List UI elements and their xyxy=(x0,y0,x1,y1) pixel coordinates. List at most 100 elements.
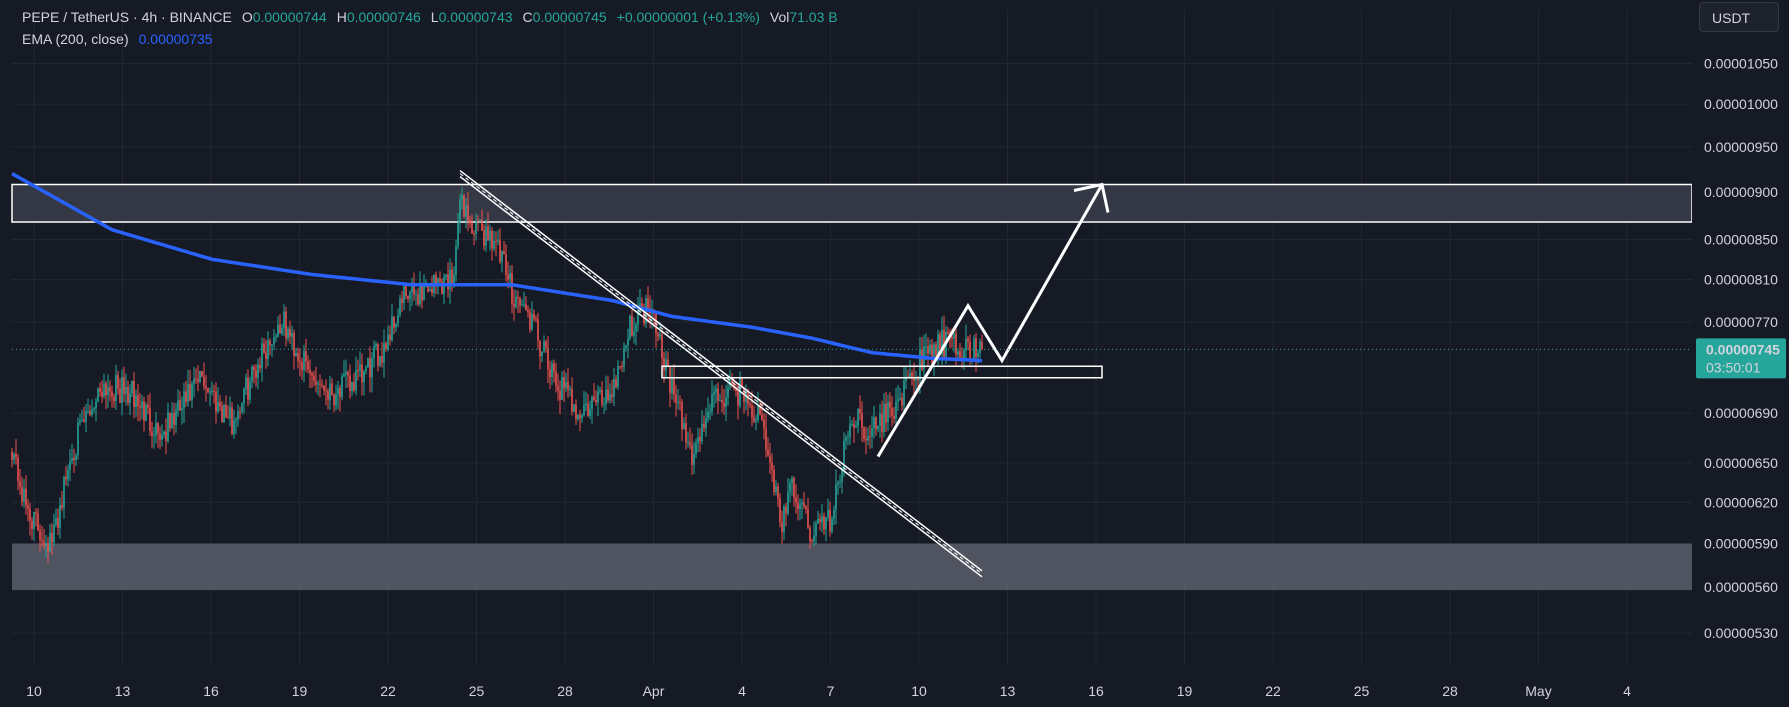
support-zone xyxy=(12,543,1692,591)
candle-body xyxy=(197,379,199,382)
time-axis-tick: 7 xyxy=(827,683,835,699)
candle-body xyxy=(873,417,875,429)
candle-body xyxy=(419,283,421,305)
candle-body xyxy=(139,406,141,408)
candle-body xyxy=(927,346,929,354)
candle-body xyxy=(701,423,703,442)
candle-body xyxy=(49,532,51,552)
candle-body xyxy=(697,437,699,444)
time-axis-tick: 13 xyxy=(1000,683,1016,699)
volume-label: Vol xyxy=(769,9,790,25)
candle-body xyxy=(337,387,339,395)
candle-body xyxy=(573,404,575,412)
candle-body xyxy=(195,378,197,380)
candle-body xyxy=(375,344,377,347)
time-axis-tick: 4 xyxy=(738,683,746,699)
candle-body xyxy=(939,334,941,355)
time-axis-tick: 10 xyxy=(26,683,42,699)
quote-currency-button[interactable]: USDT xyxy=(1699,2,1779,32)
candle-body xyxy=(417,294,419,305)
candle-body xyxy=(275,336,277,338)
candle-body xyxy=(709,411,711,413)
candle-body xyxy=(795,497,797,503)
candle-body xyxy=(497,240,499,242)
candle-body xyxy=(631,316,633,336)
candle-body xyxy=(793,477,795,498)
candle-body xyxy=(459,199,461,223)
candle-body xyxy=(207,388,209,393)
candle-body xyxy=(963,350,965,360)
candle-body xyxy=(613,379,615,397)
candle-body xyxy=(687,442,689,444)
candle-body xyxy=(485,226,487,246)
candle-body xyxy=(199,371,201,382)
candle-body xyxy=(925,346,927,348)
candle-body xyxy=(141,401,143,408)
candle-body xyxy=(341,376,343,398)
candle-body xyxy=(123,377,125,395)
candle-body xyxy=(551,363,553,378)
candle-body xyxy=(287,328,289,339)
candle-body xyxy=(83,419,85,422)
time-axis-tick: May xyxy=(1525,683,1551,699)
symbol-title[interactable]: PEPE / TetherUS · 4h · BINANCE xyxy=(22,9,232,25)
candle-body xyxy=(911,372,913,378)
candle-body xyxy=(439,278,441,282)
candle-body xyxy=(543,341,545,352)
candle-body xyxy=(577,414,579,420)
candle-body xyxy=(447,274,449,290)
candle-body xyxy=(27,505,29,509)
candle-body xyxy=(607,389,609,401)
candle-body xyxy=(491,230,493,249)
candle-body xyxy=(515,296,517,307)
candle-body xyxy=(469,219,471,224)
candle-body xyxy=(379,355,381,366)
candle-body xyxy=(355,369,357,391)
ema-indicator-name[interactable]: EMA (200, close) xyxy=(22,31,129,47)
candle-body xyxy=(329,383,331,400)
candle-body xyxy=(547,347,549,370)
candle-body xyxy=(61,505,63,508)
candle-body xyxy=(295,352,297,356)
candle-body xyxy=(817,518,819,524)
candle-body xyxy=(487,226,489,241)
candle-body xyxy=(113,396,115,402)
candle-body xyxy=(95,401,97,409)
chart-legend: PEPE / TetherUS · 4h · BINANCE O0.000007… xyxy=(22,6,838,50)
candle-body xyxy=(11,451,13,460)
candle-body xyxy=(143,401,145,421)
candle-body xyxy=(659,334,661,337)
candle-body xyxy=(59,505,61,528)
close-value: 0.00000745 xyxy=(532,9,607,25)
candle-body xyxy=(691,445,693,465)
candle-body xyxy=(15,453,17,458)
volume-value: 71.03 B xyxy=(789,9,838,25)
candle-body xyxy=(711,394,713,412)
candle-body xyxy=(875,417,877,430)
candle-body xyxy=(467,205,469,220)
candle-body xyxy=(753,417,755,422)
candle-body xyxy=(29,508,31,521)
candle-body xyxy=(865,438,867,441)
candle-body xyxy=(567,382,569,390)
candle-body xyxy=(633,331,635,336)
candle-body xyxy=(523,304,525,306)
candle-body xyxy=(749,404,751,406)
candle-body xyxy=(147,404,149,408)
candle-body xyxy=(87,411,89,413)
candle-body xyxy=(365,366,367,372)
candle-body xyxy=(413,282,415,295)
candle-body xyxy=(803,502,805,507)
candle-body xyxy=(623,347,625,367)
candle-body xyxy=(589,408,591,416)
projection-arrowhead xyxy=(1073,182,1110,213)
candle-body xyxy=(549,369,551,378)
candle-body xyxy=(451,269,453,286)
candle-body xyxy=(161,435,163,440)
candle-body xyxy=(281,328,283,334)
candle-body xyxy=(307,361,309,370)
candle-body xyxy=(719,400,721,402)
candle-body xyxy=(101,391,103,397)
candle-body xyxy=(609,394,611,401)
